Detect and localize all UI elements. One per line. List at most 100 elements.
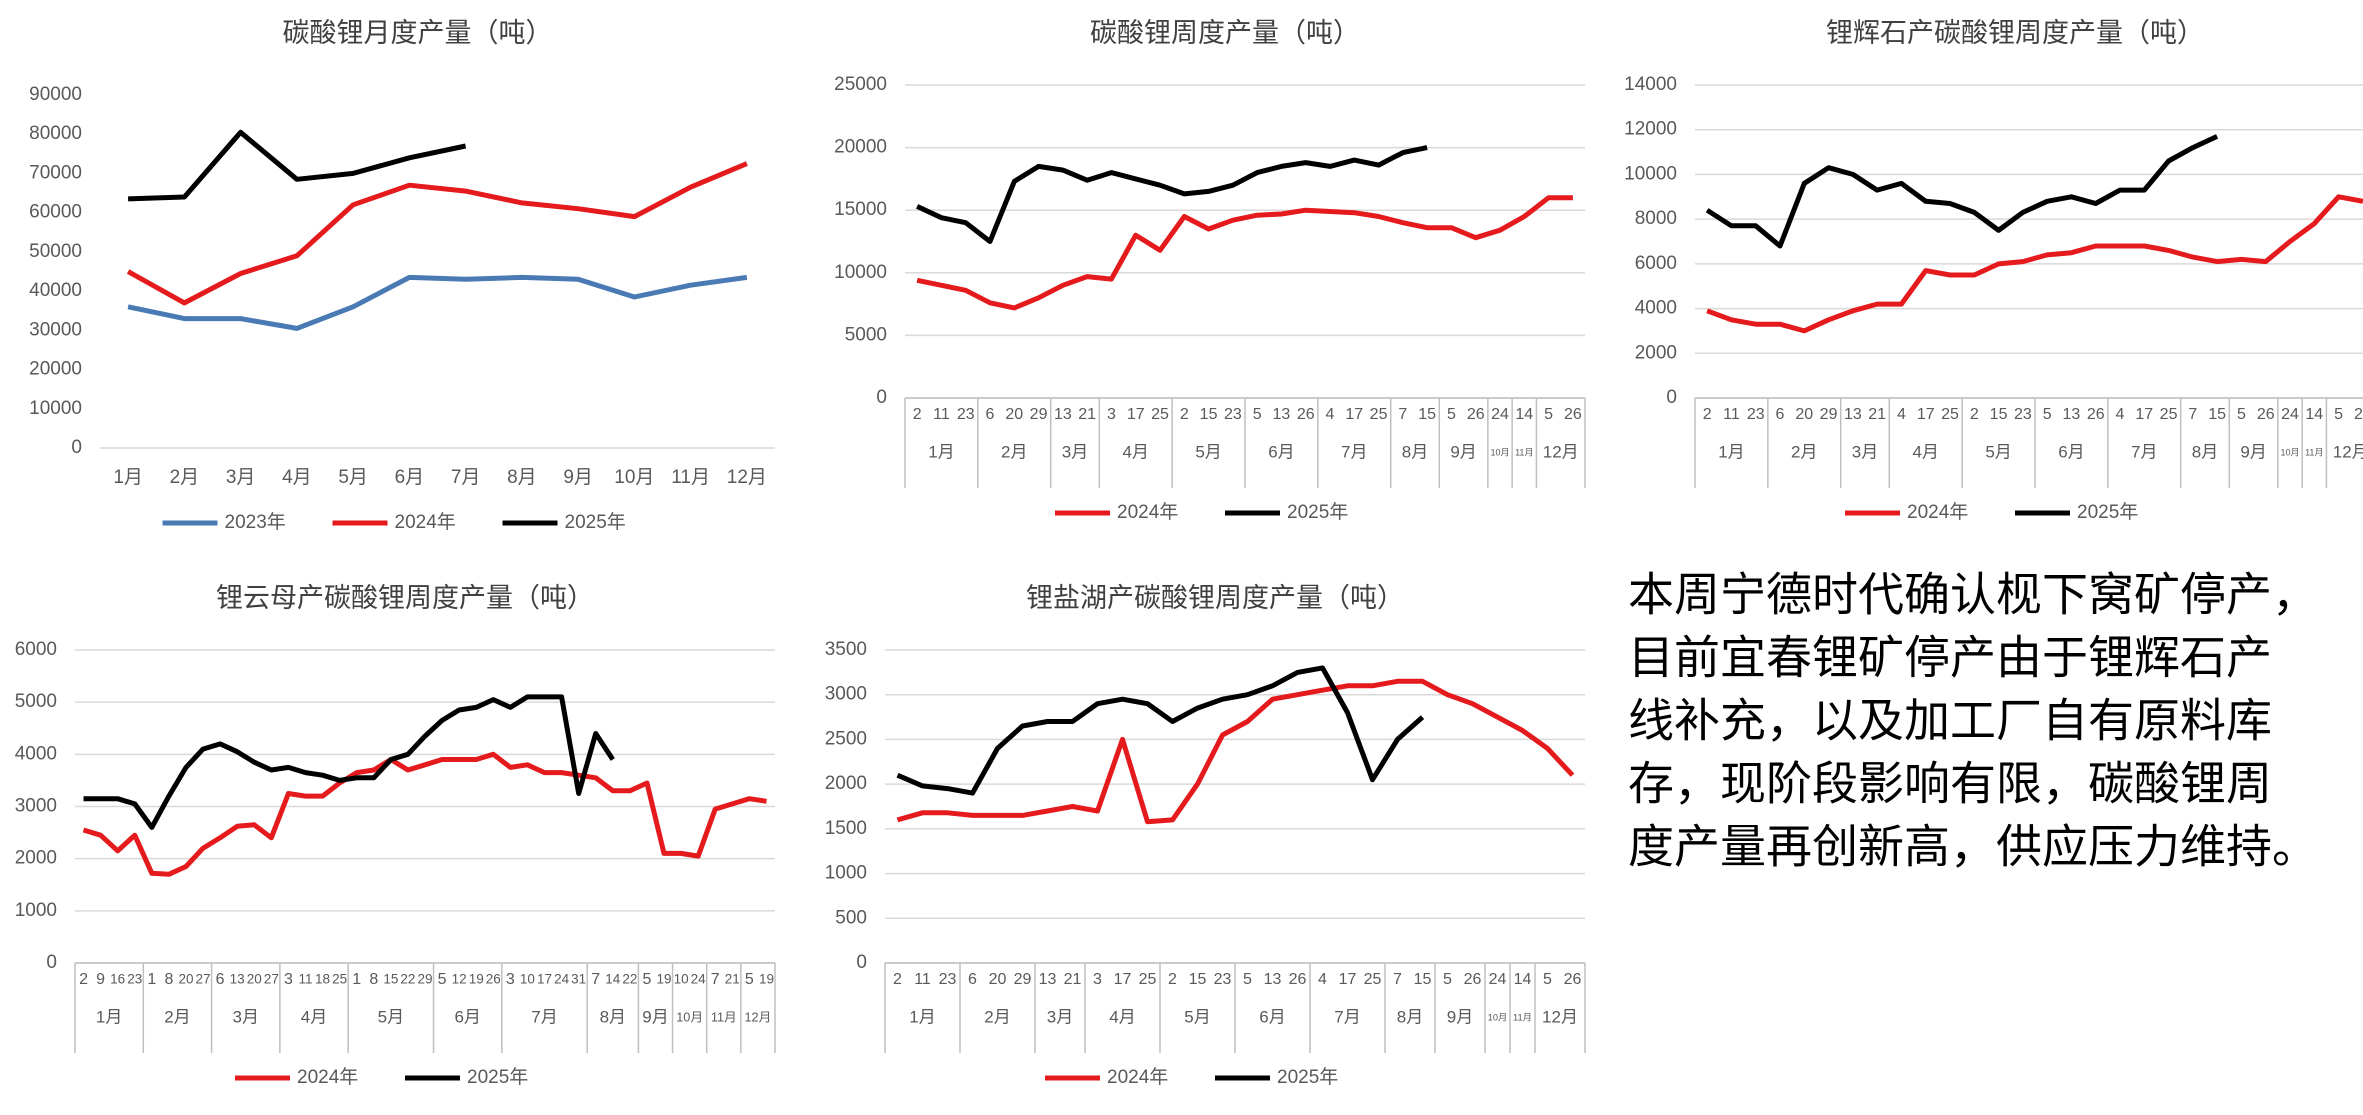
x-tick-label: 2	[79, 971, 88, 988]
x-tick-label: 24	[691, 972, 707, 987]
x-tick-label: 2	[1703, 406, 1712, 423]
x-tick-label: 14	[2305, 406, 2323, 423]
series-line	[126, 161, 748, 306]
x-tick-label: 11	[298, 972, 312, 987]
y-tick-label: 8000	[1635, 208, 1677, 229]
x-tick-label: 5	[2334, 406, 2343, 423]
y-tick-label: 60000	[29, 202, 82, 223]
chart: 碳酸锂月度产量（吨） 0 10000 20000 30000 40000 50000 6000…	[29, 18, 775, 533]
x-group-label: 5月	[1985, 442, 2011, 461]
x-tick-label: 13	[1844, 406, 1862, 423]
x-tick-label: 8	[369, 971, 378, 988]
x-tick-label: 20	[178, 972, 193, 987]
x-tick-label: 17	[1114, 971, 1132, 988]
x-tick-label: 7	[2188, 406, 2197, 423]
y-tick-label: 2000	[825, 773, 867, 794]
x-tick-label: 1月	[113, 467, 143, 488]
y-tick-label: 20000	[834, 137, 887, 158]
x-tick-label: 7	[1398, 406, 1407, 423]
x-tick-label: 2	[1180, 406, 1189, 423]
x-tick-label: 7月	[451, 467, 481, 488]
x-tick-label: 9月	[563, 467, 593, 488]
series-line	[896, 665, 1425, 796]
x-tick-label: 23	[1214, 971, 1232, 988]
x-tick-label: 17	[1339, 971, 1357, 988]
x-group-label: 11月	[711, 1009, 737, 1024]
x-tick-label: 5	[1243, 971, 1252, 988]
legend-label: 2024年	[1107, 1066, 1168, 1088]
y-tick-label: 4000	[1635, 298, 1677, 319]
legend-label: 2025年	[565, 511, 626, 533]
chart: 锂盐湖产碳酸锂周度产量（吨）05001000150020002500300035…	[825, 583, 1586, 1088]
series-line	[916, 195, 1573, 311]
x-tick-label: 20	[1005, 406, 1023, 423]
x-tick-label: 26	[1297, 406, 1315, 423]
x-group-label: 10月	[1488, 1012, 1508, 1022]
x-group-label: 11月	[1513, 1012, 1532, 1022]
x-tick-label: 19	[657, 972, 672, 987]
x-tick-label: 6	[968, 971, 977, 988]
x-tick-label: 13	[2063, 406, 2081, 423]
x-tick-label: 10	[674, 972, 689, 987]
x-tick-label: 4	[1897, 406, 1906, 423]
x-group-label: 10月	[2280, 447, 2299, 457]
y-tick-label: 10000	[1624, 163, 1677, 184]
x-tick-label: 24	[1491, 406, 1509, 423]
x-tick-label: 25	[2160, 406, 2178, 423]
x-tick-label: 4	[1318, 971, 1327, 988]
y-tick-label: 2000	[1635, 342, 1677, 363]
x-group-label: 5月	[1184, 1007, 1210, 1026]
y-tick-label: 6000	[1635, 253, 1677, 274]
x-group-label: 5月	[378, 1007, 404, 1026]
x-tick-label: 23	[939, 971, 957, 988]
x-tick-label: 2	[913, 406, 922, 423]
x-tick-label: 17	[1345, 406, 1363, 423]
chart-title: 锂辉石产碳酸锂周度产量（吨）	[1826, 18, 2204, 48]
x-tick-label: 17	[1127, 406, 1145, 423]
x-group-label: 2月	[1001, 442, 1027, 461]
x-tick-label: 11	[1723, 406, 1740, 423]
x-group-label: 12月	[1543, 442, 1579, 461]
x-tick-label: 7	[1393, 971, 1402, 988]
series-line	[896, 678, 1575, 825]
chart: 锂云母产碳酸锂周度产量（吨） 0 1000 2000 3000 4000 5000 6000 2…	[15, 583, 776, 1088]
y-tick-label: 15000	[834, 199, 887, 220]
x-tick-label: 4	[1326, 406, 1335, 423]
y-tick-label: 3000	[15, 796, 57, 817]
x-group-label: 4月	[301, 1007, 327, 1026]
chart: 锂辉石产碳酸锂周度产量（吨） 0 2000 4000 6000 8000 10000 1200…	[1624, 18, 2363, 523]
x-tick-label: 5	[745, 971, 754, 988]
x-group-label: 3月	[1047, 1007, 1073, 1026]
x-tick-label: 9	[96, 971, 105, 988]
x-tick-label: 15	[1414, 971, 1432, 988]
y-tick-label: 10000	[834, 262, 887, 283]
x-tick-label: 7	[711, 971, 720, 988]
x-tick-label: 21	[725, 972, 740, 987]
x-tick-label: 31	[571, 972, 586, 987]
x-group-label: 6月	[1268, 442, 1294, 461]
x-tick-label: 7	[591, 971, 600, 988]
x-group-label: 7月	[1341, 442, 1367, 461]
x-tick-label: 5	[2237, 406, 2246, 423]
x-group-label: 11月	[1515, 447, 1533, 457]
x-tick-label: 11月	[671, 467, 710, 488]
y-tick-label: 70000	[29, 162, 82, 183]
x-tick-label: 8月	[507, 467, 537, 488]
x-group-label: 2月	[1791, 442, 1817, 461]
y-tick-label: 14000	[1624, 74, 1677, 95]
x-group-label: 9月	[1447, 1007, 1473, 1026]
x-group-label: 4月	[1109, 1007, 1135, 1026]
x-tick-label: 26	[2354, 406, 2363, 423]
x-tick-label: 15	[1990, 406, 2008, 423]
x-tick-label: 3月	[226, 467, 256, 488]
legend-label: 2023年	[225, 511, 286, 533]
x-tick-label: 14	[605, 972, 621, 987]
x-tick-label: 25	[1139, 971, 1157, 988]
x-tick-label: 24	[554, 972, 570, 987]
x-tick-label: 15	[383, 972, 398, 987]
legend-label: 2024年	[297, 1066, 358, 1088]
series-line	[83, 694, 615, 830]
x-group-label: 7月	[1334, 1007, 1360, 1026]
y-tick-label: 80000	[29, 123, 82, 144]
